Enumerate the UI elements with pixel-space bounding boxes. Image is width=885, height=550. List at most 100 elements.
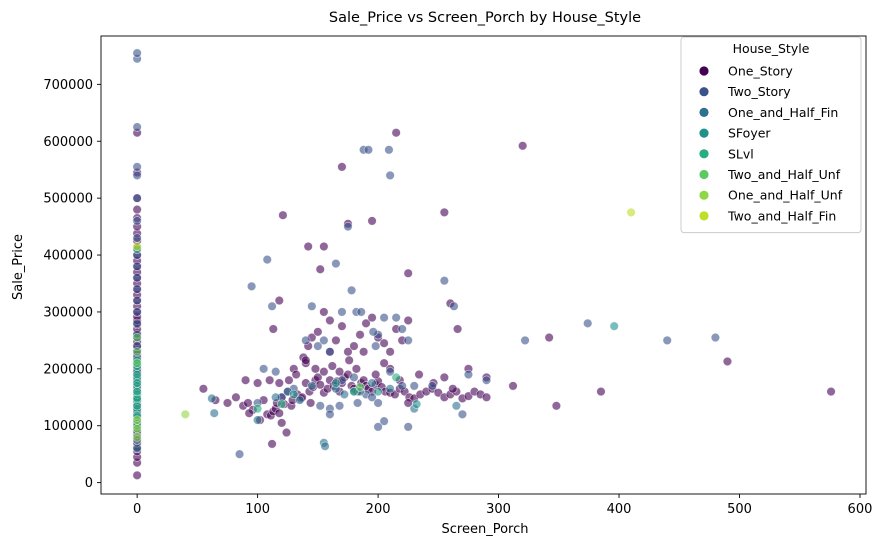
scatter-point-one-and-half-fin [320,441,330,451]
scatter-point-one-story [367,313,377,323]
scatter-point-two-story [349,372,359,382]
scatter-point-two-story [132,170,142,180]
legend-label-one-story: One_Story [728,64,793,79]
scatter-point-one-story [231,392,241,402]
legend-label-two-and-half-fin: Two_and_Half_Fin [727,208,836,223]
x-tick-label: 100 [245,502,270,517]
scatter-point-one-and-half-fin [271,392,281,402]
scatter-point-two-and-half-fin [132,241,142,252]
scatter-point-one-story [277,418,287,428]
scatter-point-one-story [439,372,449,382]
scatter-point-one-story [508,381,518,391]
scatter-point-slvl [132,386,142,397]
legend-marker-two-and-half-fin [699,211,709,221]
scatter-point-sfoyer [373,386,383,397]
scatter-point-one-and-half-fin [132,443,142,454]
scatter-point-two-story [463,369,474,380]
scatter-point-one-and-half-fin [207,393,217,404]
y-tick-label: 400000 [43,249,93,264]
scatter-point-sfoyer [331,378,341,388]
legend-marker-one-and-half-unf [699,190,709,200]
scatter-point-one-story [385,347,395,357]
y-tick-label: 700000 [43,78,93,93]
scatter-point-two-story [439,276,449,286]
scatter-point-one-story [244,408,254,418]
scatter-point-one-story [132,470,142,480]
scatter-point-one-and-half-unf [132,423,142,434]
scatter-point-one-story [274,408,284,418]
scatter-point-one-story [319,307,329,317]
scatter-point-one-story [448,384,458,394]
scatter-point-one-story [544,332,554,343]
scatter-point-two-story [368,327,378,337]
scatter-point-two-story [371,341,381,351]
scatter-point-slvl [253,404,263,414]
scatter-point-two-story [271,367,281,377]
scatter-point-one-story [551,401,561,411]
scatter-point-two-story [403,335,413,345]
scatter-point-one-story [359,347,369,357]
scatter-point-one-and-half-unf [132,432,142,442]
scatter-point-one-story [303,241,313,252]
scatter-point-two-story [132,307,142,317]
scatter-point-two-story [132,162,142,172]
scatter-point-slvl [391,372,401,382]
scatter-point-two-and-half-fin [626,207,636,217]
scatter-point-one-story [284,375,294,385]
chart-title: Sale_Price vs Screen_Porch by House_Styl… [329,10,641,26]
scatter-point-two-story [367,392,377,402]
scatter-point-sfoyer [609,321,619,331]
legend-title: House_Style [733,41,810,56]
scatter-point-one-story [596,386,606,397]
scatter-point-one-story [349,341,359,351]
legend-marker-slvl [699,149,709,159]
x-tick-label: 400 [607,502,632,517]
x-tick-label: 0 [133,502,141,517]
scatter-point-one-story [337,321,347,331]
scatter-point-one-story [403,315,413,326]
scatter-point-two-story [132,295,142,306]
scatter-point-one-story [334,367,345,377]
scatter-point-one-story [313,327,323,337]
scatter-point-one-story [310,364,321,374]
legend-marker-one-story [699,66,709,76]
scatter-point-slvl [277,399,287,409]
scatter-point-one-and-half-fin [253,415,263,425]
scatter-point-one-story [391,128,401,138]
scatter-point-two-story [353,398,363,408]
scatter-point-two-story [379,416,389,426]
scatter-point-two-story [337,307,347,317]
scatter-point-one-story [403,268,413,278]
scatter-point-one-story [253,378,263,388]
scatter-point-one-story [268,324,278,334]
scatter-point-two-story [132,318,142,328]
x-tick-label: 200 [366,502,391,517]
legend-label-two-story: Two_Story [727,84,791,99]
x-tick-label: 600 [848,502,873,517]
scatter-point-two-story [384,145,394,155]
scatter-point-two-story [267,301,277,311]
scatter-point-two-and-half-unf [132,347,142,357]
scatter-point-one-story [826,386,836,397]
plot-frame [100,35,867,495]
scatter-point-one-and-half-fin [295,395,305,405]
legend-box [680,36,862,234]
scatter-point-two-story [457,409,468,419]
scatter-point-two-story [409,381,419,391]
scatter-point-one-story [319,241,329,252]
scatter-point-two-story [363,145,374,155]
scatter-point-two-story [403,422,413,432]
scatter-point-two-story [132,48,142,58]
legend-marker-two-story [699,87,709,97]
scatter-point-one-and-half-unf [180,409,190,419]
scatter-point-sfoyer [412,399,422,409]
scatter-point-two-story [391,313,401,323]
scatter-point-two-story [520,335,530,345]
scatter-point-two-story [481,375,492,385]
scatter-point-two-story [246,281,257,291]
scatter-point-slvl [132,378,142,388]
scatter-point-two-and-half-unf [132,358,142,368]
scatter-point-two-story [319,335,329,345]
scatter-point-one-story [278,210,288,220]
